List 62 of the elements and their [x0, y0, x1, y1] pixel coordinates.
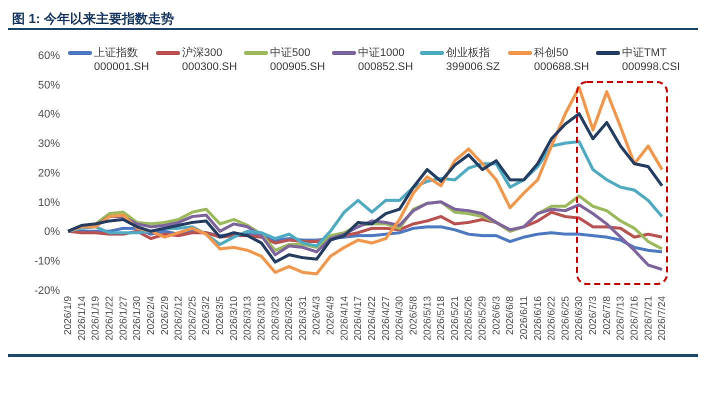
- y-tick-label: -10%: [34, 256, 60, 268]
- legend-label: 上证指数 000001.SH: [94, 46, 150, 74]
- x-tick-label: 2026/1/19: [90, 296, 102, 340]
- x-tick-label: 2026/6/22: [546, 296, 558, 340]
- x-tick-label: 2026/5/13: [422, 296, 434, 340]
- x-tick-label: 2026/7/8: [602, 296, 613, 335]
- x-tick-label: 2026/5/8: [408, 296, 420, 335]
- x-tick-label: 2026/7/13: [616, 296, 627, 340]
- legend-label: 科创50 000688.SH: [534, 46, 590, 74]
- x-tick-label: 2026/6/11: [518, 296, 530, 340]
- x-tick-label: 2026/3/23: [270, 296, 282, 340]
- x-tick-label: 2026/6/8: [505, 296, 516, 335]
- x-tick-label: 2026/5/21: [450, 296, 461, 340]
- x-tick-label: 2026/2/9: [160, 296, 171, 335]
- x-tick-label: 2026/7/24: [657, 296, 668, 340]
- x-tick-label: 2026/5/26: [464, 296, 475, 340]
- x-tick-label: 2026/3/26: [284, 296, 296, 340]
- y-tick-label: 20%: [38, 167, 60, 180]
- legend-label: 沪深300 000300.SH: [182, 46, 238, 74]
- x-tick-label: 2026/3/31: [298, 296, 309, 340]
- x-tick-label: 2026/3/18: [256, 296, 268, 340]
- x-tick-label: 2026/6/25: [560, 296, 572, 340]
- x-tick-label: 2026/4/9: [326, 296, 337, 335]
- x-tick-label: 2026/1/9: [63, 296, 74, 335]
- x-tick-label: 2026/5/29: [478, 296, 489, 340]
- legend-label: 中证TMT 000998.CSI: [622, 46, 682, 74]
- chart-title: 图 1: 今年以来主要指数走势: [12, 10, 174, 28]
- y-tick-label: 50%: [38, 79, 60, 92]
- x-tick-label: 2026/7/21: [643, 296, 654, 340]
- x-tick-label: 2026/5/18: [436, 296, 448, 340]
- x-tick-label: 2026/2/12: [174, 296, 185, 340]
- y-tick-label: 40%: [38, 108, 60, 121]
- legend-label: 中证1000 000852.SH: [358, 46, 414, 74]
- x-tick-label: 2026/1/14: [76, 296, 88, 340]
- x-tick-label: 2026/7/16: [629, 296, 640, 340]
- x-tick-label: 2026/4/14: [339, 296, 350, 340]
- legend-label: 中证500 000905.SH: [270, 46, 326, 74]
- x-tick-label: 2026/6/3: [491, 296, 502, 335]
- y-tick-label: 0%: [44, 226, 60, 238]
- x-tick-label: 2026/2/4: [146, 296, 157, 335]
- legend-label: 创业板指 399006.SZ: [446, 46, 501, 74]
- y-tick-label: 30%: [38, 138, 60, 150]
- y-tick-label: 60%: [38, 50, 60, 62]
- x-tick-label: 2026/2/25: [187, 296, 198, 340]
- x-tick-label: 2026/4/22: [367, 296, 378, 340]
- x-tick-label: 2026/3/10: [228, 296, 240, 340]
- y-tick-label: 10%: [38, 196, 60, 209]
- y-tick-label: -20%: [34, 284, 60, 297]
- line-series: [66, 112, 664, 264]
- x-tick-label: 2026/6/16: [532, 296, 544, 340]
- x-tick-label: 2026/7/3: [588, 296, 600, 335]
- x-tick-label: 2026/3/2: [201, 296, 212, 335]
- x-tick-label: 2026/3/13: [242, 296, 254, 340]
- x-tick-label: 2026/4/17: [353, 296, 364, 340]
- x-tick-label: 2026/6/30: [574, 296, 586, 340]
- x-tick-label: 2026/4/27: [380, 296, 392, 340]
- x-tick-label: 2026/1/22: [104, 296, 116, 340]
- x-tick-label: 2026/3/5: [215, 296, 226, 335]
- x-tick-label: 2026/4/30: [394, 296, 406, 340]
- x-tick-label: 2026/1/27: [118, 296, 130, 340]
- x-tick-label: 2026/1/30: [132, 296, 144, 340]
- x-tick-label: 2026/4/3: [312, 296, 323, 335]
